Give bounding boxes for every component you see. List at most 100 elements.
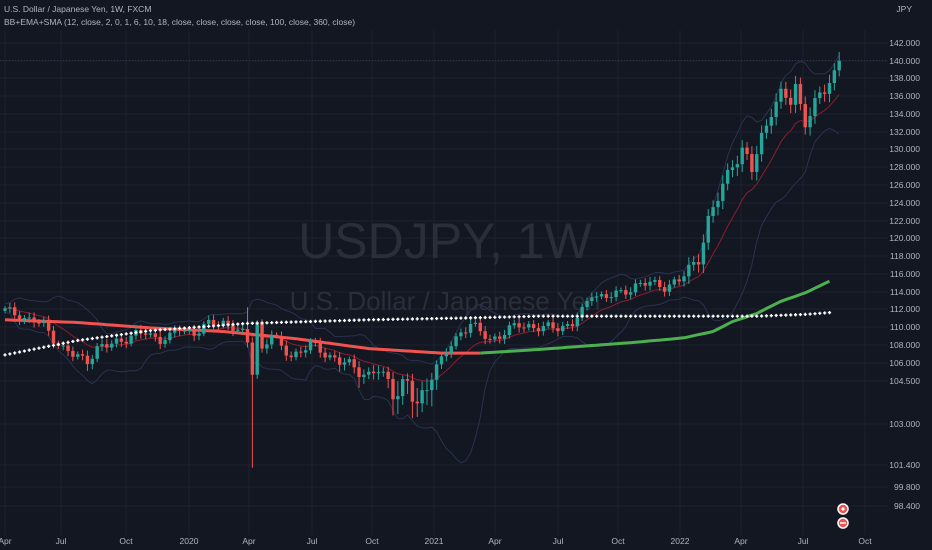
candle-body: [51, 330, 56, 344]
sma-360-marker: [139, 330, 143, 334]
y-tick-label: 130.000: [889, 144, 920, 154]
sma-360-marker: [483, 315, 487, 320]
candle-body: [308, 341, 313, 351]
candle-body: [609, 297, 613, 299]
sma-360-marker: [527, 314, 531, 319]
sma-360-marker: [13, 351, 17, 355]
y-tick-label: 122.000: [889, 216, 920, 226]
sma-360-marker: [250, 321, 254, 325]
sma-360-marker: [221, 323, 225, 327]
candle-body: [323, 352, 327, 358]
sma-360-marker: [507, 315, 511, 319]
sma-360-marker: [793, 313, 798, 317]
sma-360-marker: [279, 320, 284, 324]
candle-body: [187, 330, 191, 332]
sma-360-marker: [803, 312, 807, 316]
candle-body: [449, 346, 453, 354]
sma-360-marker: [769, 314, 773, 318]
sma-360-marker: [745, 314, 749, 318]
candle-body: [803, 103, 807, 128]
indicator-legend[interactable]: BB+EMA+SMA (12, close, 2, 0, 1, 6, 10, 1…: [4, 17, 356, 27]
sma-360-marker: [488, 315, 492, 319]
y-tick-label: 98.400: [894, 501, 920, 511]
sma-360-marker: [245, 321, 250, 325]
sma-360-marker: [590, 314, 594, 318]
y-tick-label: 110.000: [890, 322, 920, 332]
y-tick-label: 114.000: [890, 287, 920, 297]
sma-360-marker: [338, 319, 342, 323]
sma-360-marker: [42, 345, 46, 349]
sma-360-marker: [473, 316, 478, 320]
candle-body: [386, 371, 390, 379]
candle-body: [265, 344, 269, 349]
candle-body: [696, 262, 701, 265]
sma-360-marker: [260, 321, 264, 325]
candle-body: [546, 322, 550, 327]
sma-360-marker: [624, 314, 628, 318]
sma-360-marker: [37, 346, 41, 350]
candle-body: [148, 333, 153, 335]
candle-body: [556, 328, 560, 332]
candle-body: [207, 319, 211, 324]
sma-360-marker: [294, 320, 298, 324]
candle-body: [498, 336, 502, 339]
candle-body: [575, 317, 579, 327]
candle-body: [827, 83, 832, 94]
candle-body: [570, 324, 575, 327]
sma-360-marker: [696, 314, 701, 318]
candle-body: [430, 379, 434, 391]
candle-body: [376, 372, 381, 374]
candle-body: [391, 378, 395, 400]
sma-360-marker: [376, 318, 381, 322]
candle-body: [813, 98, 817, 117]
candle-body: [638, 283, 643, 285]
candle-body: [245, 329, 250, 343]
sma-360-marker: [439, 316, 444, 321]
sma-360-marker: [609, 314, 613, 318]
sma-360-marker: [144, 329, 148, 333]
sma-360-marker: [658, 314, 662, 318]
sma-360-marker: [536, 314, 541, 318]
candle-body: [42, 320, 46, 324]
sma-360-marker: [211, 324, 216, 328]
candle-body: [8, 307, 12, 309]
sma-360-marker: [66, 340, 70, 345]
sma-360-marker: [401, 317, 405, 321]
sma-360-marker: [410, 317, 414, 321]
sma-360-marker: [415, 317, 419, 321]
candle-body: [662, 287, 667, 292]
candle-body: [143, 333, 148, 335]
x-tick-label: Apr: [488, 536, 501, 546]
sma-360-marker: [502, 315, 507, 319]
sma-360-marker: [420, 317, 424, 321]
candle-body: [439, 356, 444, 365]
y-tick-label: 99.800: [894, 482, 920, 492]
sma-360-marker: [105, 334, 109, 339]
candle-body: [628, 292, 633, 295]
y-tick-label: 132.000: [889, 127, 920, 137]
y-tick-label: 112.000: [890, 304, 920, 314]
sma-360-marker: [90, 336, 94, 341]
candle-body: [100, 344, 104, 347]
candle-body: [381, 371, 385, 373]
candle-body: [32, 317, 36, 323]
sma-360-marker: [648, 314, 652, 318]
candle-body: [401, 379, 405, 397]
candle-body: [551, 322, 555, 329]
candle-body: [711, 207, 715, 216]
candle-body: [750, 153, 754, 172]
event-marker-dot: [841, 507, 845, 511]
x-tick-label: Jul: [56, 536, 67, 546]
sma-360-marker: [81, 338, 85, 342]
sma-360-marker: [653, 314, 657, 318]
sma-360-marker: [323, 319, 327, 323]
sma-360-marker: [687, 314, 691, 318]
sma-360-marker: [808, 312, 812, 316]
candle-body: [502, 334, 507, 339]
y-tick-label: 103.000: [889, 419, 920, 429]
sma-360-marker: [32, 347, 36, 351]
sma-360-marker: [241, 322, 245, 326]
candle-body: [706, 215, 710, 243]
sma-360-marker: [827, 311, 832, 315]
